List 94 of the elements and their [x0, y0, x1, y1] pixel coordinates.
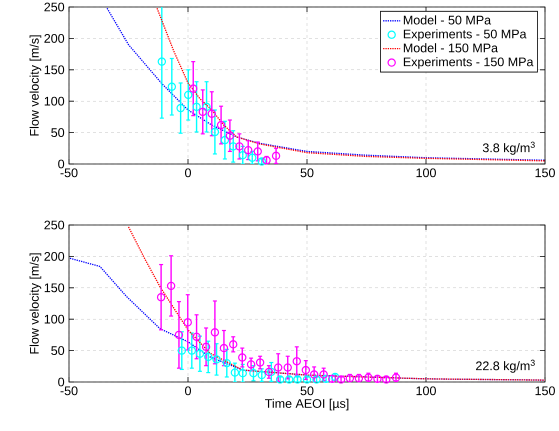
point	[220, 136, 230, 144]
point	[373, 374, 382, 384]
point	[392, 373, 400, 382]
y-tick-label: 250	[44, 220, 64, 230]
point	[258, 157, 266, 166]
point	[319, 370, 328, 379]
y-tick-label: 200	[44, 34, 64, 43]
y-tick-label: 250	[44, 2, 64, 12]
point	[229, 142, 238, 151]
y-tick-label: 100	[44, 314, 64, 324]
point	[188, 346, 196, 355]
point	[292, 357, 301, 366]
x-tick-label: -50	[60, 386, 78, 396]
point	[158, 57, 166, 66]
point	[264, 368, 274, 376]
x-tick-label: 150	[536, 386, 555, 396]
point	[293, 375, 302, 384]
y-tick-label: 150	[44, 283, 64, 292]
point	[284, 363, 292, 372]
y-tick-label: 0	[58, 378, 64, 386]
point	[208, 110, 216, 118]
point	[174, 330, 184, 340]
point	[246, 360, 256, 369]
point	[330, 372, 340, 382]
point	[267, 368, 276, 376]
y-axis-title: Flow velocity [m/s]	[30, 35, 42, 136]
point	[196, 350, 204, 358]
point	[176, 104, 185, 112]
y-tick-label: 150	[44, 65, 64, 74]
legend-label: Model - 150 MPa	[404, 43, 498, 52]
point	[202, 102, 211, 112]
point	[249, 369, 258, 378]
point	[328, 374, 336, 384]
point	[272, 152, 280, 160]
point	[192, 102, 201, 112]
point	[258, 370, 266, 380]
point	[184, 318, 192, 327]
point	[336, 375, 346, 384]
x-tick-label: 150	[536, 168, 555, 178]
x-tick-label: 100	[416, 386, 436, 396]
x-tick-label: 50	[300, 386, 314, 396]
point	[238, 369, 247, 378]
x-tick-label: -50	[60, 168, 78, 178]
y-tick-label: 100	[44, 96, 64, 106]
point	[178, 346, 186, 355]
point	[210, 328, 220, 337]
legend-label: Model - 50 MPa	[404, 15, 492, 25]
point	[235, 142, 244, 151]
y-tick-label: 50	[51, 128, 64, 138]
point	[168, 82, 176, 91]
point	[166, 282, 176, 290]
point	[346, 374, 354, 382]
point	[382, 375, 390, 384]
y-tick-label: 0	[58, 160, 64, 168]
point	[238, 353, 246, 362]
point	[276, 375, 284, 384]
annotation: 22.8 kg/m$^{3}$	[476, 360, 535, 373]
x-tick-label: 0	[185, 386, 191, 396]
y-axis-title: Flow velocity [m/s]	[30, 253, 42, 354]
annotation: 3.8 kg/m$^{3}$	[482, 142, 535, 155]
y-tick-label: 200	[44, 252, 64, 261]
point	[202, 342, 210, 352]
point	[230, 368, 240, 377]
point	[210, 128, 220, 136]
point	[310, 370, 318, 379]
point	[354, 374, 364, 382]
point	[220, 344, 228, 352]
point	[284, 375, 294, 384]
point	[156, 293, 166, 302]
point	[262, 156, 271, 164]
x-tick-label: 100	[416, 168, 436, 178]
y-tick-label: 50	[51, 346, 64, 356]
point	[364, 373, 373, 382]
line-series	[69, 258, 546, 381]
legend-label: Experiments - 50 MPa	[404, 29, 526, 41]
point	[229, 340, 238, 349]
legend-label: Experiments - 150 MPa	[404, 57, 534, 69]
point	[189, 84, 198, 93]
point	[184, 90, 192, 100]
line-series	[128, 226, 546, 381]
point	[226, 132, 234, 140]
point	[192, 332, 201, 341]
x-tick-label: 50	[300, 168, 314, 178]
x-tick-label: 0	[185, 168, 191, 178]
point	[198, 108, 207, 116]
point	[216, 120, 226, 130]
x-axis-title: Time AEOI [µs]	[265, 398, 348, 410]
point	[274, 363, 282, 372]
point	[256, 358, 264, 367]
point	[204, 352, 212, 362]
point	[302, 366, 310, 374]
point	[302, 375, 312, 384]
point	[248, 154, 256, 162]
point	[212, 355, 221, 364]
